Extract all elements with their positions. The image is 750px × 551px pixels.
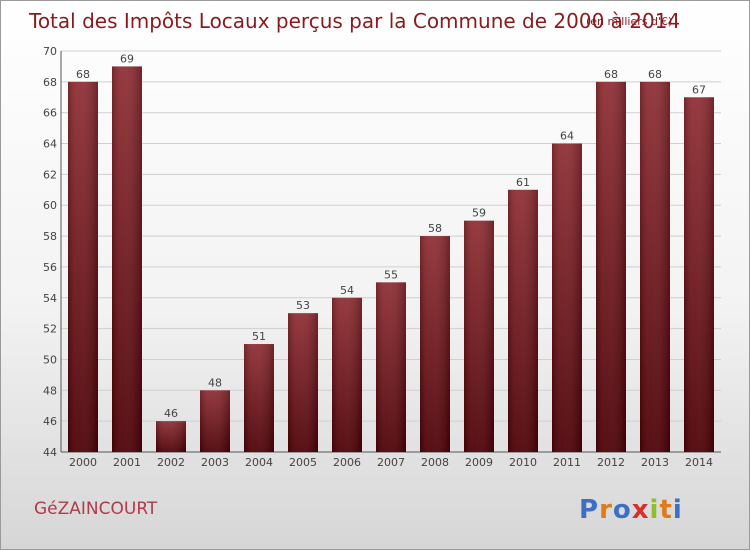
bar-shading xyxy=(156,421,186,452)
x-tick-label: 2014 xyxy=(685,456,713,469)
bar-shading xyxy=(640,81,670,452)
bar-shading xyxy=(464,220,494,452)
value-label: 54 xyxy=(340,284,354,297)
bar-2012 xyxy=(596,81,626,452)
bar-shading xyxy=(596,81,626,452)
bar-shading xyxy=(112,66,142,452)
bar-2003 xyxy=(200,390,230,452)
value-label: 69 xyxy=(120,52,134,65)
logo-letter: t xyxy=(659,495,672,525)
y-tick-label: 44 xyxy=(43,446,57,459)
x-tick-label: 2004 xyxy=(245,456,273,469)
value-label: 51 xyxy=(252,330,266,343)
x-tick-label: 2013 xyxy=(641,456,669,469)
bar-shading xyxy=(68,81,98,452)
proxiti-logo: Proxiti xyxy=(579,495,683,525)
value-label: 55 xyxy=(384,268,398,281)
y-tick-label: 66 xyxy=(43,107,57,120)
bars xyxy=(68,66,714,453)
x-tick-label: 2001 xyxy=(113,456,141,469)
x-tick-label: 2008 xyxy=(421,456,449,469)
value-label: 58 xyxy=(428,222,442,235)
x-tick-label: 2010 xyxy=(509,456,537,469)
bar-2000 xyxy=(68,81,98,452)
value-label: 67 xyxy=(692,83,706,96)
y-tick-label: 46 xyxy=(43,415,57,428)
x-tick-label: 2009 xyxy=(465,456,493,469)
bar-shading xyxy=(244,344,274,452)
bar-2004 xyxy=(244,344,274,452)
value-label: 68 xyxy=(604,68,618,81)
bar-shading xyxy=(420,236,450,452)
y-tick-label: 70 xyxy=(43,45,57,58)
bar-2006 xyxy=(332,297,362,452)
bar-2014 xyxy=(684,97,714,453)
value-label: 53 xyxy=(296,299,310,312)
bar-2008 xyxy=(420,236,450,452)
y-tick-label: 52 xyxy=(43,323,57,336)
logo-letter: i xyxy=(673,495,683,525)
logo-letter: r xyxy=(599,495,613,525)
value-labels: 68 69 46 48 51 53 54 55 58 59 61 64 68 68 67 xyxy=(76,52,706,420)
bar-shading xyxy=(376,282,406,452)
bar-2011 xyxy=(552,143,582,453)
y-tick-label: 56 xyxy=(43,261,57,274)
bar-shading xyxy=(288,313,318,452)
commune-name: GéZAINCOURT xyxy=(34,499,158,519)
logo-letter: o xyxy=(613,495,632,525)
value-label: 61 xyxy=(516,176,530,189)
value-label: 59 xyxy=(472,207,486,220)
bar-shading xyxy=(200,390,230,452)
value-label: 46 xyxy=(164,407,178,420)
x-tick-label: 2007 xyxy=(377,456,405,469)
x-tick-label: 2005 xyxy=(289,456,317,469)
value-label: 68 xyxy=(76,68,90,81)
chart-unit: (en milliers d'€) xyxy=(586,15,672,28)
value-label: 68 xyxy=(648,68,662,81)
x-tick-label: 2000 xyxy=(69,456,97,469)
bar-2010 xyxy=(508,189,538,453)
x-tick-label: 2002 xyxy=(157,456,185,469)
bar-2013 xyxy=(640,81,670,452)
bar-2009 xyxy=(464,220,494,452)
logo-letter: x xyxy=(632,495,650,525)
y-tick-label: 60 xyxy=(43,199,57,212)
y-tick-label: 62 xyxy=(43,168,57,181)
bar-2001 xyxy=(112,66,142,452)
x-tick-label: 2011 xyxy=(553,456,581,469)
y-tick-label: 54 xyxy=(43,292,57,305)
y-tick-label: 58 xyxy=(43,230,57,243)
value-label: 48 xyxy=(208,376,222,389)
bar-2007 xyxy=(376,282,406,452)
logo-letter: P xyxy=(579,495,599,525)
bar-shading xyxy=(508,189,538,453)
y-tick-label: 50 xyxy=(43,353,57,366)
bar-2005 xyxy=(288,313,318,452)
x-tick-label: 2006 xyxy=(333,456,361,469)
value-label: 64 xyxy=(560,130,574,143)
bar-shading xyxy=(552,143,582,453)
bar-2002 xyxy=(156,421,186,452)
x-tick-label: 2012 xyxy=(597,456,625,469)
bar-shading xyxy=(332,297,362,452)
y-tick-label: 48 xyxy=(43,384,57,397)
y-tick-label: 68 xyxy=(43,76,57,89)
x-tick-label: 2003 xyxy=(201,456,229,469)
bar-shading xyxy=(684,97,714,453)
chart-title: Total des Impôts Locaux perçus par la Co… xyxy=(28,9,680,33)
y-tick-labels: 44 46 48 50 52 54 56 58 60 62 64 66 68 70 xyxy=(43,45,57,459)
x-tick-labels: 2000 2001 2002 2003 2004 2005 2006 2007 2008 2009… xyxy=(69,456,713,469)
y-tick-label: 64 xyxy=(43,138,57,151)
logo-letter: i xyxy=(650,495,660,525)
